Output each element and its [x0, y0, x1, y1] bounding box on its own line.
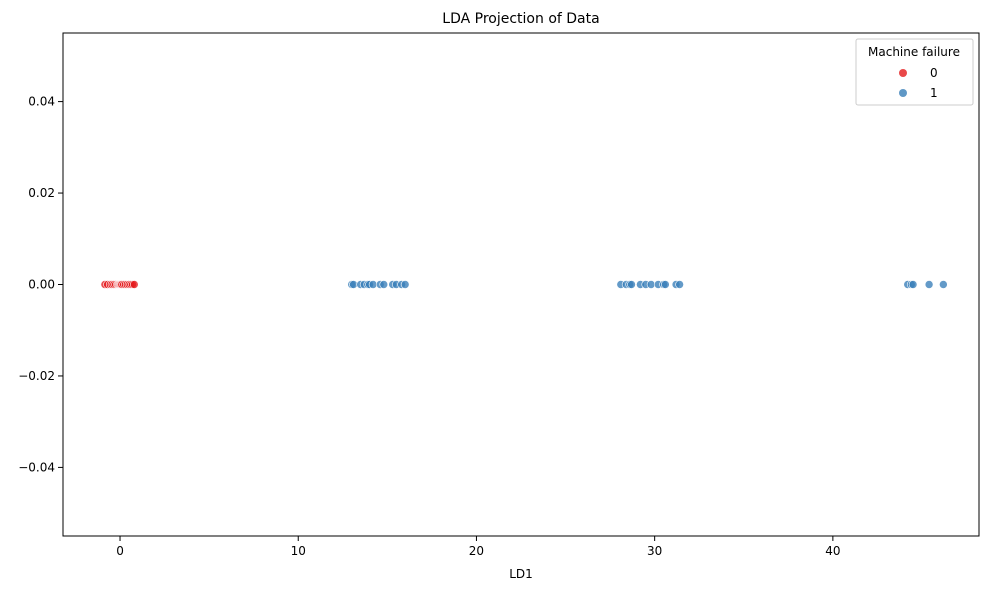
data-point-series-1 [627, 280, 636, 289]
y-ticks: −0.04 −0.02 0.00 0.02 0.04 [18, 95, 63, 474]
data-point-series-1 [349, 280, 358, 289]
x-ticks: 0 10 20 30 40 [116, 536, 841, 558]
x-tick-label: 10 [291, 544, 306, 558]
data-point-series-1 [368, 280, 378, 289]
plot-frame [62, 32, 980, 537]
y-tick-label: −0.02 [18, 369, 55, 383]
y-tick-label: 0.00 [28, 278, 55, 292]
legend-box [855, 38, 974, 106]
x-tick-label: 20 [469, 544, 484, 558]
chart-title: LDA Projection of Data [442, 11, 599, 27]
legend-title: Machine failure [868, 45, 960, 59]
y-tick-label: 0.04 [28, 95, 55, 109]
data-point-series-0 [129, 280, 139, 289]
legend-label-0: 0 [930, 66, 938, 80]
x-axis-label: LD1 [509, 567, 533, 581]
data-point-series-1 [379, 280, 389, 289]
y-tick-label: −0.04 [18, 460, 55, 474]
data-point-series-1 [939, 280, 948, 289]
x-tick-label: 0 [116, 544, 124, 558]
x-tick-label: 30 [647, 544, 662, 558]
data-point-series-1 [924, 280, 934, 289]
data-points [100, 280, 948, 289]
legend-label-1: 1 [930, 86, 938, 100]
x-tick-label: 40 [825, 544, 840, 558]
data-point-series-1 [400, 280, 410, 289]
data-point-series-1 [646, 280, 656, 289]
legend: Machine failure 0 1 [855, 38, 974, 106]
data-point-series-1 [661, 280, 670, 289]
legend-marker-1 [899, 89, 907, 97]
y-tick-label: 0.02 [28, 186, 55, 200]
data-point-series-1 [908, 280, 918, 289]
legend-marker-0 [899, 69, 907, 77]
data-point-series-1 [675, 280, 684, 289]
